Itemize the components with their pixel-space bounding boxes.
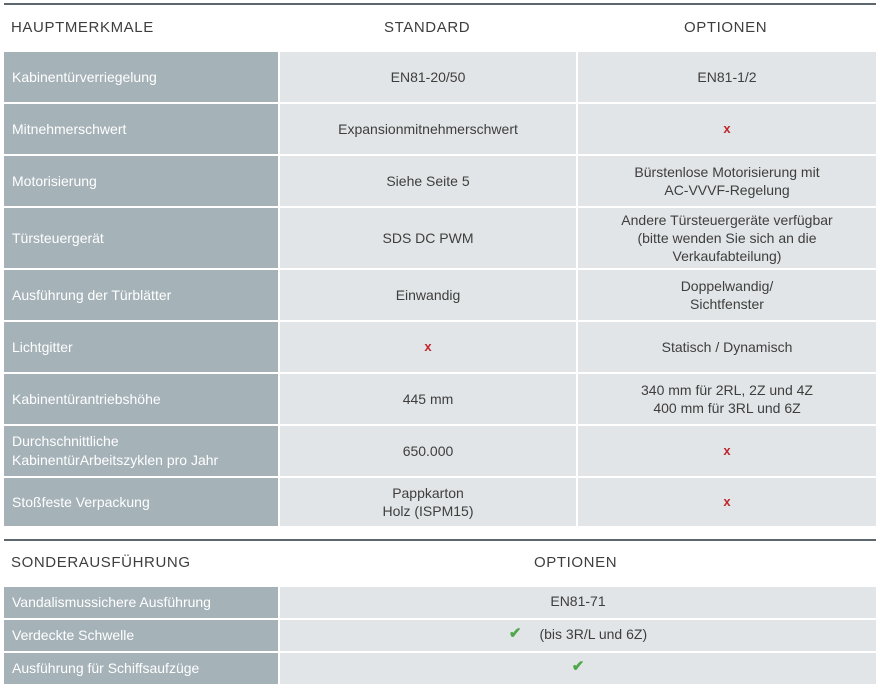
table-row: Türsteuergerät SDS DC PWM Andere Türsteuer… (4, 208, 876, 268)
option-cell: EN81-71 (280, 587, 876, 618)
option-value: Doppelwandig/ Sichtfenster (680, 278, 774, 312)
not-available-icon: x (723, 121, 731, 136)
feature-cell: Kabinentürverriegelung (4, 52, 278, 102)
feature-cell: Durchschnittliche KabinentürArbeitszykle… (4, 426, 278, 476)
option-value: Bürstenlose Motorisierung mit AC-VVVF-Re… (634, 164, 820, 198)
table-row: Stoßfeste Verpackung Pappkarton Holz (ISP… (4, 478, 876, 526)
option-value: Andere Türsteuergeräte verfügbar (bitte … (621, 212, 833, 264)
option-cell: Doppelwandig/ Sichtfenster (578, 270, 876, 320)
option-cell: Bürstenlose Motorisierung mit AC-VVVF-Re… (578, 156, 876, 206)
standard-cell: Pappkarton Holz (ISPM15) (280, 478, 576, 526)
header-sonderausfuehrung: SONDERAUSFÜHRUNG (11, 554, 191, 571)
table-row: Vandalismussichere Ausführung EN81-71 (4, 587, 876, 618)
header-optionen: OPTIONEN (684, 19, 768, 36)
feature-cell: Stoßfeste Verpackung (4, 478, 278, 526)
check-icon: ✔ (508, 625, 522, 642)
standard-cell: SDS DC PWM (280, 208, 576, 268)
feature-cell: Ausführung für Schiffsaufzüge (4, 653, 278, 684)
feature-cell: Lichtgitter (4, 322, 278, 372)
feature-cell: Verdeckte Schwelle (4, 620, 278, 651)
option-cell: x (578, 104, 876, 154)
table-row: Verdeckte Schwelle ✔ (bis 3R/L und 6Z) (4, 620, 876, 651)
standard-cell: Expansionmitnehmerschwert (280, 104, 576, 154)
not-available-icon: x (723, 443, 731, 458)
option-value: EN81-1/2 (697, 69, 757, 85)
table-row: Kabinentürverriegelung EN81-20/50 EN81-1/2 (4, 52, 876, 102)
table-row: Ausführung für Schiffsaufzüge ✔ (4, 653, 876, 684)
table-row: Durchschnittliche KabinentürArbeitszykle… (4, 426, 876, 476)
option-cell: Andere Türsteuergeräte verfügbar (bitte … (578, 208, 876, 268)
standard-cell: EN81-20/50 (280, 52, 576, 102)
option-cell: 340 mm für 2RL, 2Z und 4Z 400 mm für 3RL… (578, 374, 876, 424)
option-cell: x (578, 478, 876, 526)
check-icon: ✔ (571, 658, 585, 675)
not-available-icon: x (723, 494, 731, 509)
standard-value: Siehe Seite 5 (386, 173, 470, 189)
standard-value: Pappkarton Holz (ISPM15) (382, 485, 474, 519)
table-row: Ausführung der Türblätter Einwandig Doppel… (4, 270, 876, 320)
option-cell: Statisch / Dynamisch (578, 322, 876, 372)
feature-cell: Mitnehmerschwert (4, 104, 278, 154)
feature-cell: Motorisierung (4, 156, 278, 206)
feature-cell: Ausführung der Türblätter (4, 270, 278, 320)
header-hauptmerkmale: HAUPTMERKMALE (11, 19, 154, 36)
standard-cell: 650.000 (280, 426, 576, 476)
option-value: 340 mm für 2RL, 2Z und 4Z 400 mm für 3RL… (641, 382, 813, 416)
not-available-icon: x (424, 339, 432, 354)
feature-cell: Vandalismussichere Ausführung (4, 587, 278, 618)
option-value: (bis 3R/L und 6Z) (539, 626, 648, 642)
option-cell: ✔ (280, 653, 876, 684)
standard-value: EN81-20/50 (390, 69, 466, 85)
header-optionen-2: OPTIONEN (534, 554, 618, 571)
feature-cell: Türsteuergerät (4, 208, 278, 268)
header-standard: STANDARD (384, 19, 471, 36)
standard-value: SDS DC PWM (382, 230, 474, 246)
option-value: Statisch / Dynamisch (661, 339, 793, 355)
standard-value: 445 mm (402, 391, 454, 407)
standard-cell: Siehe Seite 5 (280, 156, 576, 206)
feature-cell: Kabinentürantriebshöhe (4, 374, 278, 424)
option-cell: x (578, 426, 876, 476)
option-cell: ✔ (bis 3R/L und 6Z) (280, 620, 876, 651)
standard-cell: Einwandig (280, 270, 576, 320)
table-row: Motorisierung Siehe Seite 5 Bürstenlose Mo… (4, 156, 876, 206)
table2-top-rule (4, 539, 876, 541)
standard-value: Expansionmitnehmerschwert (338, 121, 518, 137)
standard-value: 650.000 (402, 443, 454, 459)
option-value: EN81-71 (550, 593, 606, 609)
standard-cell: 445 mm (280, 374, 576, 424)
option-cell: EN81-1/2 (578, 52, 876, 102)
standard-value: Einwandig (395, 287, 461, 303)
table-row: Kabinentürantriebshöhe 445 mm 340 mm für 2… (4, 374, 876, 424)
table-row: Lichtgitter x Statisch / Dynamisch (4, 322, 876, 372)
standard-cell: x (280, 322, 576, 372)
table1-top-rule (4, 3, 876, 5)
table-row: Mitnehmerschwert Expansionmitnehmerschwer… (4, 104, 876, 154)
